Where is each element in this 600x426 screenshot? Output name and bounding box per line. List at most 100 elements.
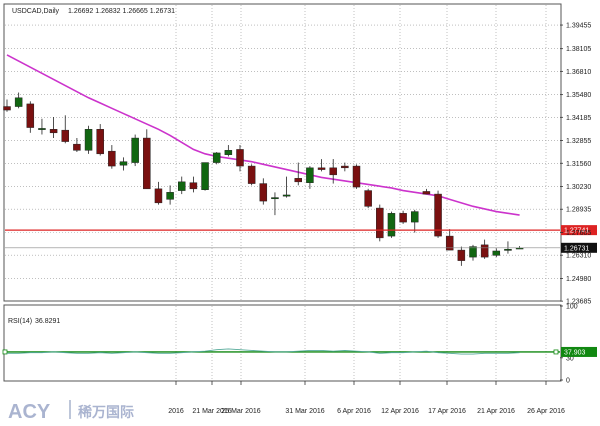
candle-down <box>294 162 302 186</box>
price-tick-label: 1.27605 <box>566 230 591 237</box>
rsi-level-value: 37.903 <box>564 349 586 356</box>
candle-body <box>352 165 361 188</box>
candle-down <box>154 181 163 205</box>
watermark-divider <box>69 400 71 419</box>
moving-average-line <box>6 54 520 216</box>
acy-watermark: ACY 稀万国际 <box>8 400 134 423</box>
candle-down <box>399 210 407 224</box>
price-tick-label: 1.24980 <box>566 276 591 283</box>
current-price-value: 1.26731 <box>564 245 589 252</box>
candle-body <box>376 207 384 239</box>
time-tick-label: 6 Apr 2016 <box>337 408 371 415</box>
price-tick-label: 1.30230 <box>566 184 591 191</box>
price-tick-label: 1.35480 <box>566 92 591 99</box>
price-tick-label: 1.23685 <box>566 299 591 306</box>
price-lines: 1.27741 1.26731 <box>5 225 597 253</box>
candle-up <box>282 176 291 198</box>
candle-body <box>131 137 139 163</box>
symbol-label: USDCAD,Daily <box>12 8 60 15</box>
price-tick-label: 1.26310 <box>566 253 591 260</box>
candle-down <box>49 117 58 139</box>
candle-body <box>119 161 128 166</box>
candle-down <box>73 138 81 153</box>
candle-body <box>259 183 268 202</box>
candle-body <box>166 192 174 200</box>
time-tick-label: 2016 <box>168 408 184 415</box>
candle-body <box>189 182 198 190</box>
candle-body <box>306 167 314 183</box>
candle-up <box>38 118 46 135</box>
rsi-level-badge <box>561 346 597 357</box>
candle-down <box>189 176 198 193</box>
candle-up <box>178 176 186 195</box>
candle-up <box>84 125 93 154</box>
price-axis: 1.39455 1.38105 1.36810 1.35480 1.34185 1.328… <box>560 23 591 306</box>
candle-body <box>329 167 337 176</box>
moving-average-layer <box>6 54 520 216</box>
candle-down <box>236 145 244 172</box>
candle-down <box>445 229 454 251</box>
current-price-badge <box>561 242 597 253</box>
candle-body <box>271 197 279 200</box>
candle-up <box>504 241 512 254</box>
candle-up <box>306 166 314 189</box>
candle-body <box>387 213 396 237</box>
time-tick-label: 12 Apr 2016 <box>381 408 419 415</box>
rsi-line <box>7 348 520 355</box>
candle-body <box>201 162 209 190</box>
time-tick-label: 26 Apr 2016 <box>527 408 565 415</box>
candles-layer <box>3 92 524 266</box>
candle-down <box>480 239 489 259</box>
candle-down <box>259 178 268 205</box>
rsi-level-handle-right[interactable] <box>553 349 559 355</box>
chart-header: USDCAD,Daily 1.26692 1.26832 1.26665 1.2… <box>12 8 175 15</box>
price-tick-label: 1.38105 <box>566 46 591 53</box>
candle-body <box>26 103 35 128</box>
candle-down <box>96 124 104 156</box>
candle-body <box>434 193 442 237</box>
candle-up <box>411 209 419 233</box>
candle-body <box>317 167 326 170</box>
rsi-panel[interactable] <box>3 304 562 382</box>
price-tick-label: 1.31560 <box>566 161 591 168</box>
candle-body <box>212 152 221 163</box>
grid <box>5 5 560 380</box>
time-tick-label: 21 Mar 2016 <box>192 408 231 415</box>
acy-logo-text: ACY <box>8 401 51 423</box>
candle-body <box>154 188 163 204</box>
price-tick-label: 1.28935 <box>566 207 591 214</box>
candle-body <box>73 143 81 151</box>
candle-down <box>108 145 116 169</box>
candle-body <box>3 106 11 111</box>
rsi-header: RSI(14) 36.8291 <box>8 318 60 325</box>
candle-down <box>422 188 431 195</box>
rsi-layer: 100 30 0 37.903 <box>2 304 597 385</box>
candle-up <box>469 244 477 261</box>
candle-body <box>178 181 186 191</box>
candle-body <box>422 191 431 195</box>
rsi-level-handle-left[interactable] <box>2 349 8 355</box>
candle-body <box>364 190 372 207</box>
horizontal-level-badge <box>561 225 597 236</box>
candle-up <box>201 162 209 191</box>
candle-body <box>236 149 244 167</box>
price-panel[interactable] <box>3 3 562 302</box>
candle-body <box>480 244 489 258</box>
price-tick-label: 1.39455 <box>566 23 591 30</box>
time-tick-label: 17 Apr 2016 <box>428 408 466 415</box>
ohlc-label: 1.26692 1.26832 1.26665 1.26731 <box>68 8 175 15</box>
candle-down <box>143 129 151 190</box>
time-tick-label: 21 Apr 2016 <box>477 408 515 415</box>
price-tick-label: 1.36810 <box>566 69 591 76</box>
candle-body <box>411 211 419 223</box>
candle-down <box>434 190 442 238</box>
candle-body <box>504 248 512 251</box>
candle-body <box>49 129 58 134</box>
candle-body <box>492 250 501 256</box>
candle-body <box>38 128 46 130</box>
candle-down <box>3 99 11 112</box>
candle-up <box>224 145 233 157</box>
rsi-value: 36.8291 <box>35 318 60 325</box>
candle-body <box>84 129 93 151</box>
